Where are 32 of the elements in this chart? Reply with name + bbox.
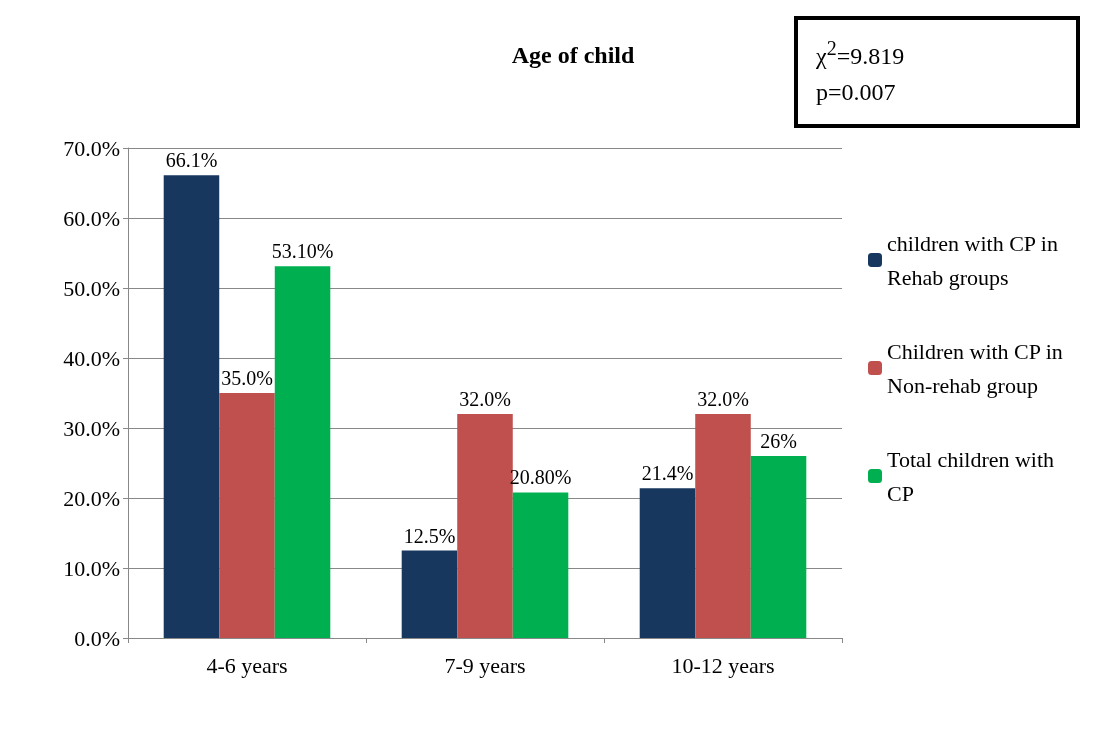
data-label: 66.1% [165, 149, 218, 172]
bar [750, 456, 807, 638]
bar [219, 393, 275, 638]
data-label: 21.4% [641, 462, 694, 485]
y-tick-label: 50.0% [63, 275, 120, 301]
x-tick-label: 7-9 years [444, 652, 526, 678]
data-label: 35.0% [221, 367, 273, 389]
y-tick-label: 40.0% [63, 345, 120, 371]
chart-title: Age of child [511, 42, 635, 68]
bar [274, 266, 331, 638]
bar [695, 414, 751, 638]
data-label: 32.0% [459, 388, 511, 410]
y-tick-label: 20.0% [63, 485, 120, 511]
data-label: 32.0% [697, 388, 749, 410]
note-frame: χ$^{2}$=9.819 p=0.007 [794, 16, 1080, 128]
data-label: 12.5% [403, 524, 456, 547]
legend-label: Children with CP in Non-rehab group [887, 338, 1069, 398]
y-tick-label: 70.0% [63, 135, 120, 161]
y-tick-label: 0.0% [74, 625, 120, 651]
bar [163, 175, 220, 638]
legend-label: children with CP in Rehab groups [887, 230, 1064, 290]
bar [401, 550, 458, 638]
y-tick-label: 10.0% [63, 555, 120, 581]
data-label: 53.10% [271, 240, 334, 263]
bar [512, 492, 569, 638]
x-tick-label: 10-12 years [671, 652, 775, 678]
legend-label: Total children with CP [887, 446, 1060, 506]
bar [639, 488, 696, 638]
y-tick-label: 60.0% [63, 205, 120, 231]
x-tick-label: 4-6 years [206, 652, 288, 678]
data-label: 26% [760, 430, 797, 452]
y-tick-label: 30.0% [63, 415, 120, 441]
